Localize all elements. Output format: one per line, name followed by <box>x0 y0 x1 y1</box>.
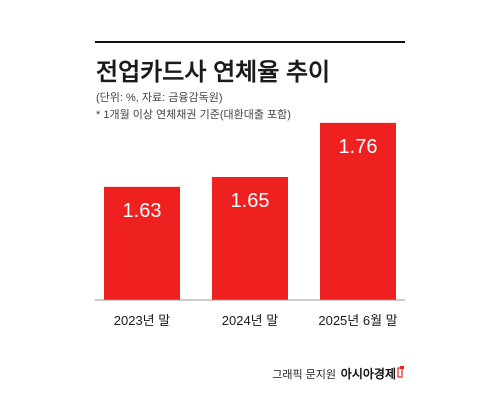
value-label-0: 1.63 <box>123 200 162 222</box>
footnote: * 1개월 이상 연체채권 기준(대환대출 포함) <box>96 108 291 121</box>
bar-2 <box>320 122 396 300</box>
credit-brand: 아시아경제 <box>341 366 396 381</box>
value-label-1: 1.65 <box>231 190 270 212</box>
category-label-2: 2025년 6월 말 <box>318 313 397 328</box>
brand-mark-icon <box>397 366 404 378</box>
category-label-0: 2023년 말 <box>114 313 170 328</box>
category-label-1: 2024년 말 <box>222 313 278 328</box>
bars-layer: 1.63 2023년 말 1.65 2024년 말 1.76 2025년 6월 말 <box>104 122 398 328</box>
chart-title: 전업카드사 연체율 추이 <box>96 59 330 86</box>
bar-1 <box>212 177 288 300</box>
value-label-2: 1.76 <box>339 136 378 158</box>
unit-note: (단위: %, 자료: 금융감독원) <box>96 91 223 104</box>
bar-0 <box>104 186 180 300</box>
credit-graphic: 그래픽 문지원 <box>272 368 336 381</box>
